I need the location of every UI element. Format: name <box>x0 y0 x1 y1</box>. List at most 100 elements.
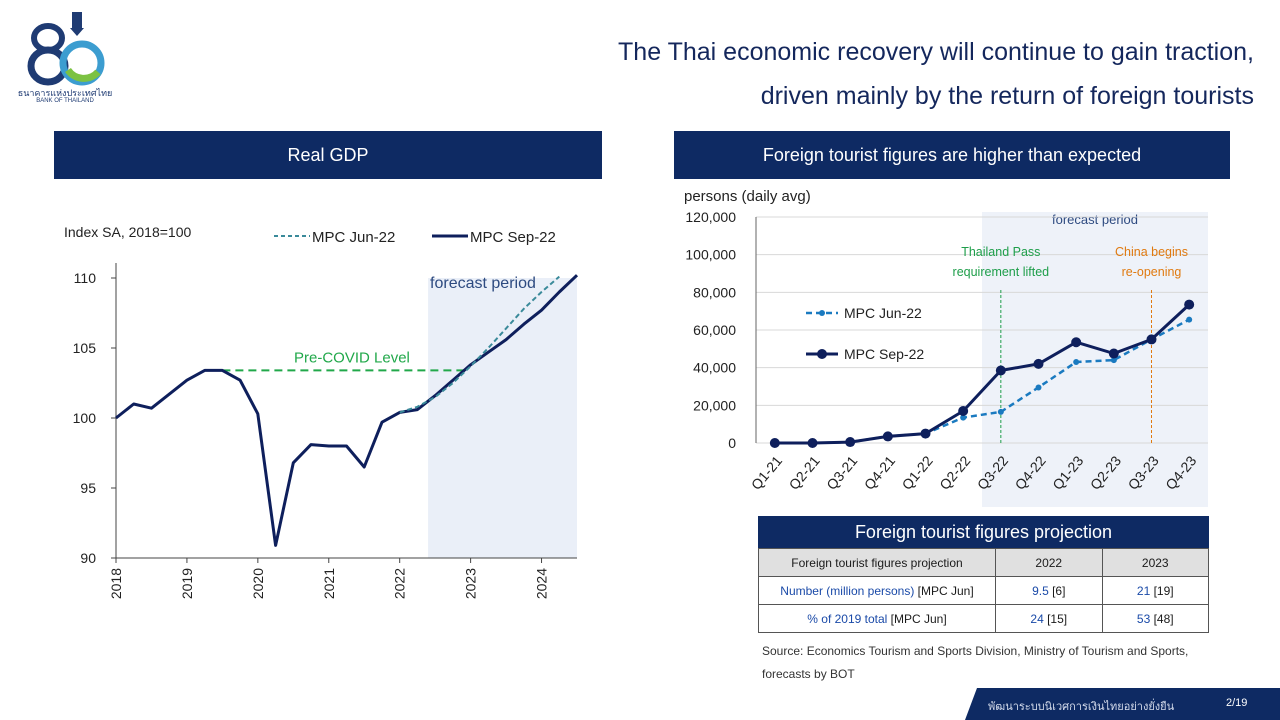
x-tick-label: 2021 <box>321 568 337 599</box>
legend-marker <box>819 310 825 316</box>
tourist-panel-header: Foreign tourist figures are higher than … <box>674 131 1230 179</box>
y-tick-label: 95 <box>80 480 96 496</box>
series-line-mpc-sep-22 <box>774 303 1191 445</box>
annotation-label: China begins <box>1115 245 1188 259</box>
tourist-y-axis-title: persons (daily avg) <box>684 188 811 205</box>
cell-2023-value: 21 <box>1136 583 1151 598</box>
forecast-shade <box>982 212 1208 507</box>
cell-2022-note: [6] <box>1048 583 1066 598</box>
row-label: Number (million persons) [MPC Jun] <box>758 576 996 605</box>
projection-table-title: Foreign tourist figures projection <box>758 516 1209 548</box>
data-point <box>1184 299 1195 310</box>
data-point <box>1035 384 1042 391</box>
x-tick-label: Q2-22 <box>936 452 973 492</box>
x-tick-label: Q3-21 <box>823 452 860 492</box>
data-point <box>807 438 818 448</box>
legend-label: MPC Sep-22 <box>844 346 924 362</box>
x-tick-label: Q1-22 <box>899 452 936 492</box>
x-tick-label: 2020 <box>250 568 266 599</box>
footer-slogan: พัฒนาระบบนิเวศการเงินไทยอย่างยั่งยืน <box>988 701 1175 713</box>
cell-2023-note: [48] <box>1150 611 1174 626</box>
annotation-label: re-opening <box>1122 265 1182 279</box>
cell-2022-note: [15] <box>1043 611 1068 626</box>
y-tick-label: 110 <box>74 270 97 286</box>
cell-2022-value: 24 <box>1030 611 1044 626</box>
forecast-period-label: forecast period <box>1052 212 1138 227</box>
headline-line-2: driven mainly by the return of foreign t… <box>760 82 1254 110</box>
row-label-main: Number (million persons) <box>780 583 915 598</box>
logo-80-emblem-icon <box>27 12 105 86</box>
y-tick-label: 60,000 <box>693 322 736 338</box>
foreign-tourist-chart: forecast period 0 20,000 40,000 60,000 80,000… <box>684 188 1208 507</box>
x-tick-label: Q2-21 <box>786 452 823 492</box>
cell-2023-note: [19] <box>1150 583 1174 598</box>
x-tick-label: Q4-21 <box>861 452 898 492</box>
y-tick-label: 20,000 <box>693 397 736 413</box>
row-label-note: [MPC Jun] <box>887 611 947 626</box>
data-point <box>1146 334 1157 345</box>
x-tick-label: 2019 <box>179 568 195 599</box>
data-point <box>995 365 1006 376</box>
series-line-mpc-jun-22 <box>774 318 1190 445</box>
x-tick-label: 2022 <box>392 568 408 599</box>
data-point <box>1110 357 1117 364</box>
data-point <box>960 414 967 421</box>
gdp-y-axis-title: Index SA, 2018=100 <box>64 224 191 240</box>
cell-2022-value: 9.5 <box>1032 583 1049 598</box>
footer-bar <box>965 688 1280 720</box>
pre-covid-label: Pre-COVID Level <box>294 349 410 366</box>
x-tick-label: Q1-21 <box>748 452 785 492</box>
data-point <box>1108 348 1119 359</box>
y-tick-label: 80,000 <box>693 284 736 300</box>
source-note: Source: Economics Tourism and Sports Div… <box>762 644 1189 681</box>
cell-2022: 24 [15] <box>995 604 1103 633</box>
data-point <box>1033 358 1044 369</box>
row-label: % of 2019 total [MPC Jun] <box>758 604 996 633</box>
series-line-mpc-jun-22 <box>399 275 560 414</box>
table-header-2023: 2023 <box>1101 548 1209 577</box>
table-row: Number (million persons) [MPC Jun] 9.5 [… <box>758 576 1209 605</box>
y-tick-label: 100 <box>73 410 97 426</box>
row-label-note: [MPC Jun] <box>914 583 974 598</box>
real-gdp-chart: forecast period 90 95 100 105 110 2018 2019 2020… <box>64 224 579 599</box>
y-tick-label: 90 <box>80 550 96 566</box>
legend-label: MPC Sep-22 <box>470 229 556 246</box>
x-tick-label: 2018 <box>108 568 124 599</box>
y-tick-label: 105 <box>73 340 97 356</box>
data-point <box>920 428 931 439</box>
forecast-period-label: forecast period <box>430 275 536 292</box>
annotation-label: requirement lifted <box>953 265 1050 279</box>
data-point <box>1186 316 1193 323</box>
forecast-shade <box>428 278 577 558</box>
data-point <box>845 437 856 448</box>
legend-marker <box>817 349 827 359</box>
gdp-panel-header: Real GDP <box>54 131 602 179</box>
data-point <box>1073 359 1080 366</box>
data-point <box>769 438 780 448</box>
projection-table-grid: Foreign tourist figures projection 2022 … <box>758 548 1209 633</box>
bank-of-thailand-logo: ธนาคารแห่งประเทศไทย BANK OF THAILAND <box>10 8 120 113</box>
series-line-mpc-sep-22 <box>115 274 579 547</box>
cell-2022: 9.5 [6] <box>995 576 1103 605</box>
cell-2023-value: 53 <box>1136 611 1151 626</box>
table-header-label: Foreign tourist figures projection <box>758 548 996 577</box>
annotation-label: Thailand Pass <box>961 245 1040 259</box>
headline-line-1: The Thai economic recovery will continue… <box>618 38 1254 66</box>
table-row: % of 2019 total [MPC Jun] 24 [15] 53 [48… <box>758 604 1209 633</box>
table-header-2022: 2022 <box>995 548 1103 577</box>
x-tick-label: 2023 <box>463 568 479 599</box>
projection-table: Foreign tourist figures projection Forei… <box>758 516 1209 633</box>
table-header-row: Foreign tourist figures projection 2022 … <box>758 548 1209 577</box>
data-point <box>1071 337 1082 348</box>
row-label-main: % of 2019 total <box>807 611 888 626</box>
data-point <box>997 408 1004 415</box>
logo-english-name: BANK OF THAILAND <box>36 98 94 104</box>
x-tick-label: 2024 <box>534 568 550 599</box>
data-point <box>958 405 969 416</box>
page-number: 2/19 <box>1226 697 1248 709</box>
cell-2023: 53 [48] <box>1101 604 1209 633</box>
logo-thai-name: ธนาคารแห่งประเทศไทย <box>17 88 113 98</box>
y-tick-label: 120,000 <box>685 209 736 225</box>
y-tick-label: 0 <box>728 435 736 451</box>
data-point <box>882 431 893 442</box>
